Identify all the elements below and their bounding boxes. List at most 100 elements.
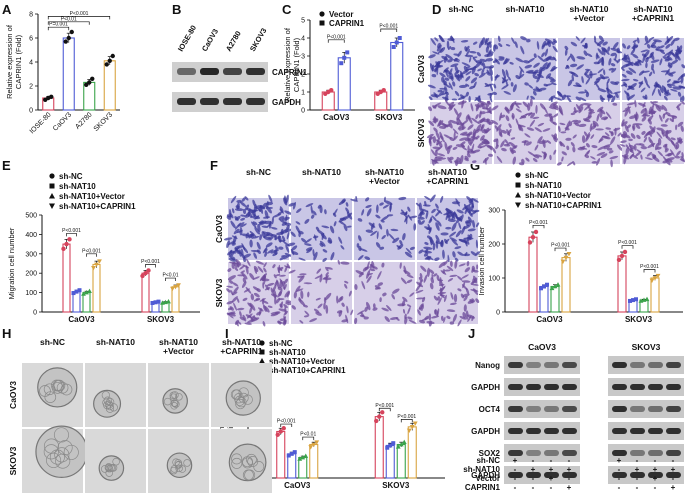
cell-stain: [338, 199, 346, 205]
significance-bracket: [302, 436, 315, 441]
cell-stain: [274, 280, 279, 287]
cell-stain: [492, 59, 498, 63]
cell-stain: [418, 277, 424, 282]
sphere-cell: [43, 438, 59, 454]
cell-stain: [579, 97, 587, 102]
data-point: [278, 429, 283, 434]
row-label: SKOV3: [416, 118, 426, 147]
cell-stain: [471, 283, 479, 286]
cell-stain: [550, 79, 556, 83]
cell-stain: [457, 288, 462, 292]
cell-stain: [534, 127, 542, 133]
cell-stain: [543, 153, 548, 160]
cell-stain: [483, 139, 490, 144]
cell-stain: [403, 308, 406, 314]
cell-stain: [267, 206, 273, 209]
cell-stain: [274, 235, 277, 241]
cell-stain: [630, 48, 636, 55]
cell-stain: [586, 53, 593, 58]
cell-stain: [437, 48, 443, 54]
cell-stain: [493, 44, 496, 52]
p-value-label: P<0.001: [375, 403, 394, 409]
cell-stain: [266, 206, 272, 214]
cell-stain: [274, 311, 281, 315]
cell-stain: [420, 265, 427, 272]
cell-stain: [373, 266, 378, 270]
cell-stain: [678, 45, 683, 53]
bar-caov3-0: [528, 236, 538, 313]
cell-stain: [244, 196, 249, 201]
condition-sign: +: [549, 465, 554, 474]
cell-stain: [241, 233, 249, 237]
cell-stain: [239, 223, 247, 228]
cell-stain: [321, 225, 330, 229]
cell-stain: [481, 129, 487, 133]
cell-stain: [479, 145, 487, 149]
cell-stain: [523, 140, 527, 146]
cell-stain: [305, 203, 314, 208]
cell-stain: [403, 211, 408, 216]
cell-stain: [436, 44, 442, 52]
microscopy-image: [350, 196, 418, 261]
cell-stain: [333, 221, 337, 227]
cell-stain: [341, 319, 348, 323]
sphere-cell: [104, 464, 113, 472]
protein-band: [630, 450, 645, 456]
cell-stain: [581, 135, 586, 144]
cell-stain: [609, 155, 619, 160]
sphere-cell: [231, 453, 243, 465]
cell-stain: [583, 131, 588, 137]
cell-stain: [409, 246, 415, 250]
cell-stain: [339, 217, 347, 221]
data-point: [104, 62, 109, 67]
protein-band: [200, 98, 219, 105]
cell-stain: [270, 287, 274, 294]
cell-stain: [443, 316, 446, 323]
cell-stain: [273, 274, 277, 279]
y-tick-label: 300: [25, 251, 37, 258]
cell-stain: [382, 204, 389, 209]
cell-stain: [572, 134, 577, 139]
cell-stain: [226, 240, 230, 249]
cell-stain: [661, 104, 668, 112]
cell-stain: [247, 233, 253, 238]
microscopy-image: [226, 258, 292, 327]
chart-g: 0 100 200 300 Invasion cell number CaOV3 SKOV3…: [477, 171, 683, 324]
condition-sign: -: [618, 474, 621, 483]
cell-stain: [452, 59, 460, 63]
microscopy-image: [354, 260, 417, 325]
cell-stain: [564, 127, 570, 131]
cell-stain: [511, 37, 516, 44]
data-point: [156, 299, 161, 304]
data-point: [342, 55, 347, 60]
cell-stain: [648, 119, 652, 125]
cell-stain: [428, 120, 435, 127]
cell-stain: [536, 41, 540, 50]
x-tick-label: CaOV3: [52, 111, 73, 132]
protein-band: [223, 98, 242, 105]
cell-stain: [415, 202, 421, 207]
protein-band: [648, 450, 663, 456]
cell-stain: [630, 133, 636, 139]
cell-stain: [377, 270, 382, 280]
row-label: SKOV3: [8, 446, 18, 475]
cell-stain: [655, 46, 660, 51]
cell-stain: [464, 138, 471, 142]
microscopy-image: [85, 363, 146, 427]
cell-stain: [476, 52, 481, 57]
cell-stain: [584, 89, 589, 94]
cell-stain: [261, 231, 266, 239]
cell-stain: [404, 316, 408, 325]
cell-stain: [339, 221, 345, 225]
data-point: [377, 414, 382, 419]
cell-stain: [545, 83, 553, 87]
cell-stain: [449, 211, 456, 220]
cell-stain: [439, 125, 447, 129]
data-point: [173, 284, 178, 290]
cell-stain: [231, 208, 235, 214]
cell-stain: [464, 209, 468, 215]
cell-stain: [605, 127, 612, 130]
cell-stain: [315, 297, 321, 301]
protein-band: [666, 428, 681, 434]
cell-stain: [448, 46, 452, 50]
